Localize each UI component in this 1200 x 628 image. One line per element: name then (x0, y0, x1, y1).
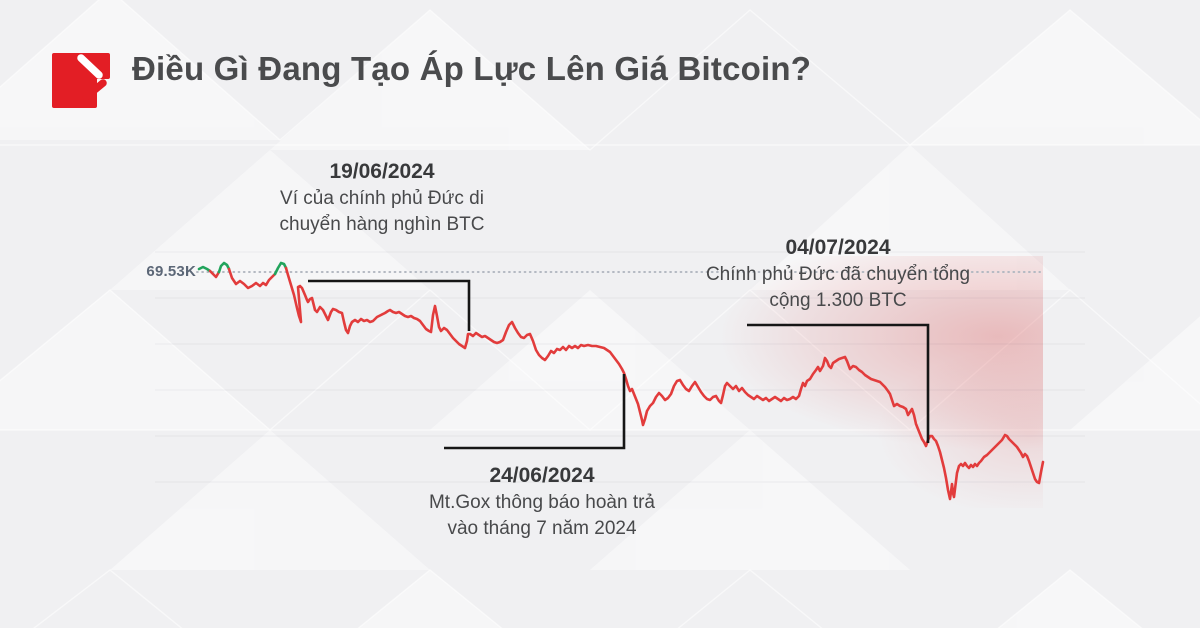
annotation-mtgox: 24/06/2024 Mt.Gox thông báo hoàn trả vào… (390, 462, 694, 542)
annotation-date: 19/06/2024 (329, 160, 435, 183)
annotation-date: 04/07/2024 (785, 236, 891, 259)
annotation-german-transfer: 04/07/2024 Chính phủ Đức đã chuyển tổng … (683, 234, 993, 314)
annotation-text-line: Chính phủ Đức đã chuyển tổng (705, 264, 971, 285)
annotation-text-line: Mt.Gox thông báo hoàn trả (428, 492, 656, 513)
annotation-text-line: cộng 1.300 BTC (769, 290, 907, 311)
annotation-text-line: Ví của chính phủ Đức di (280, 188, 484, 209)
annotation-text-line: vào tháng 7 năm 2024 (447, 518, 637, 539)
annotation-date: 24/06/2024 (489, 464, 595, 487)
page-title: Điều Gì Đang Tạo Áp Lực Lên Giá Bitcoin? (132, 50, 812, 87)
annotation-german-wallet: 19/06/2024 Ví của chính phủ Đức di chuyể… (240, 158, 524, 238)
brand-logo-icon (52, 53, 110, 108)
reference-price-label: 69.53K (146, 263, 196, 280)
annotation-text-line: chuyển hàng nghìn BTC (279, 214, 485, 235)
